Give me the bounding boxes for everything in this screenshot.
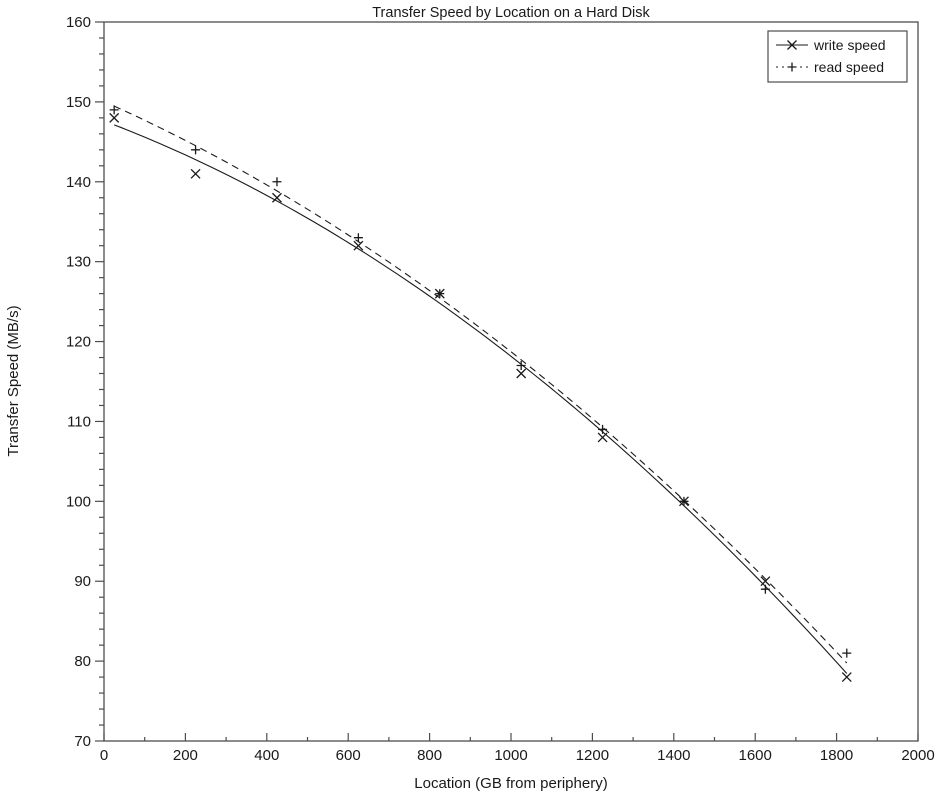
y-tick-label: 110 [67,413,91,430]
legend-label: read speed [814,59,884,75]
write-speed-marker [841,672,852,683]
legend-item-read-speed: read speed [776,59,884,75]
read-speed-marker [435,289,445,299]
read-speed-marker [272,177,282,187]
x-marker-icon [787,40,797,50]
y-tick-label: 160 [66,14,91,31]
write-speed-marker [190,168,201,179]
read-speed-marker [191,145,201,155]
legend-box [767,30,908,83]
write-speed-marker [109,112,120,123]
x-tick-label: 2000 [901,747,934,764]
write-speed-marker [516,368,527,379]
x-tick-label: 400 [254,747,279,764]
legend: write speed read speed [767,30,908,83]
write-speed-marker [597,432,608,443]
x-tick-label: 1800 [820,747,853,764]
write-speed-marker [272,192,282,203]
write-speed-fit-line [113,124,848,674]
chart-title: Transfer Speed by Location on a Hard Dis… [372,5,650,21]
x-tick-label: 1600 [739,747,772,764]
plus-marker-icon [787,62,797,72]
legend-label: write speed [813,37,886,53]
data-series [109,105,852,683]
read-speed-marker [109,105,119,115]
x-tick-label: 1200 [576,747,609,764]
y-tick-label: 120 [66,334,91,351]
plot-area-border [103,21,919,742]
x-tick-label: 600 [336,747,361,764]
read-speed-marker [353,233,363,243]
axes: 0 200 400 600 800 1000 1200 1400 1600 1800 2000 70 8… [66,14,935,764]
y-tick-label: 150 [66,94,91,111]
y-tick-label: 130 [66,254,91,271]
x-axis-label: Location (GB from periphery) [414,775,607,792]
read-speed-marker [679,496,689,506]
x-tick-label: 1400 [657,747,690,764]
write-speed-marker [760,576,771,587]
read-speed-marker [760,584,770,594]
y-tick-label: 70 [74,733,91,750]
read-speed-marker [842,648,852,658]
legend-item-write-speed: write speed [776,37,886,53]
x-tick-label: 800 [417,747,442,764]
y-tick-label: 90 [74,573,91,590]
read-speed-marker [598,424,608,434]
y-tick-label: 100 [66,493,91,510]
write-speed-marker [353,240,364,251]
x-tick-label: 200 [173,747,198,764]
read-speed-marker [516,361,526,371]
x-tick-label: 1000 [494,747,527,764]
y-axis-label: Transfer Speed (MB/s) [5,305,22,456]
y-tick-label: 80 [74,653,91,670]
x-tick-label: 0 [100,747,108,764]
read-speed-fit-line [113,105,848,664]
y-tick-label: 140 [66,174,91,191]
